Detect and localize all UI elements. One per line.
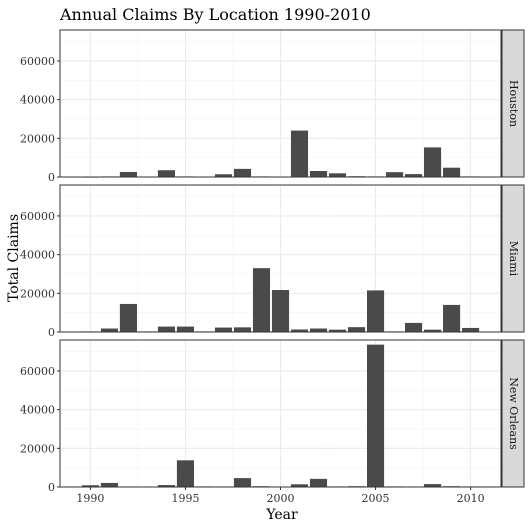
facet-panels: Houston0200004000060000Miami020000400006… [20, 29, 525, 505]
bar [100, 482, 118, 487]
facet-panel-new-orleans: New Orleans 0 20000 40000 60000 [20, 339, 525, 494]
bar [176, 460, 195, 487]
bar [443, 167, 461, 177]
bar [157, 485, 176, 487]
y-tick-label: 0 [48, 171, 55, 184]
y-tick-label: 0 [48, 481, 55, 494]
bar [233, 327, 252, 332]
bar [309, 478, 328, 487]
bar [424, 484, 442, 487]
y-axis-title: Total Claims [6, 214, 22, 302]
y-tick-label: 60000 [20, 55, 55, 68]
x-tick-label: 1995 [171, 492, 199, 505]
bar [214, 327, 233, 332]
bar [290, 329, 309, 332]
y-tick-label: 40000 [20, 404, 55, 417]
bar [119, 171, 137, 177]
facet-strip [501, 184, 525, 333]
facet-strip-label: Houston [507, 80, 520, 127]
bar [157, 326, 176, 332]
x-tick-label: 2000 [267, 492, 295, 505]
bar [290, 130, 309, 177]
bar [385, 172, 404, 177]
bar [233, 478, 252, 487]
panel-border [59, 184, 502, 333]
y-tick-label: 60000 [20, 365, 55, 378]
x-axis-title: Year [265, 507, 298, 523]
y-tick-label: 40000 [20, 94, 55, 107]
bar [271, 290, 290, 332]
panel-border [59, 29, 502, 178]
bar [462, 327, 480, 332]
y-tick-label: 20000 [20, 287, 55, 300]
facet-panel-houston: Houston 0 20000 40000 60000 [20, 29, 525, 184]
bar [424, 329, 442, 332]
x-tick-label: 2005 [362, 492, 390, 505]
bar [157, 170, 176, 177]
bar [424, 147, 442, 177]
bar [214, 174, 233, 177]
x-tick-label: 2010 [457, 492, 485, 505]
bar [233, 168, 252, 177]
bar [405, 322, 423, 332]
y-tick-label: 20000 [20, 442, 55, 455]
bar [100, 328, 118, 332]
bar [309, 328, 328, 332]
chart-title: Annual Claims By Location 1990-2010 [59, 5, 371, 24]
bar [309, 171, 328, 177]
y-tick-label: 0 [48, 326, 55, 339]
facet-strip [501, 29, 525, 178]
bar [405, 174, 423, 177]
bar [328, 173, 347, 177]
bar [347, 327, 366, 332]
bar [328, 329, 347, 332]
bar [366, 290, 385, 332]
bar [81, 485, 99, 487]
facet-strip-label: New Orleans [507, 377, 520, 450]
x-tick-label: 1990 [76, 492, 104, 505]
facet-strip-label: Miami [507, 241, 520, 277]
y-tick-label: 60000 [20, 210, 55, 223]
bar [290, 484, 309, 487]
bar [119, 303, 137, 332]
bar [443, 304, 461, 332]
y-tick-label: 40000 [20, 249, 55, 262]
bar [176, 326, 195, 332]
y-tick-label: 20000 [20, 132, 55, 145]
bar [252, 268, 271, 332]
facet-panel-miami: Miami 0 20000 40000 60000 [20, 184, 525, 339]
bar [366, 344, 385, 487]
facet-strip [501, 339, 525, 488]
